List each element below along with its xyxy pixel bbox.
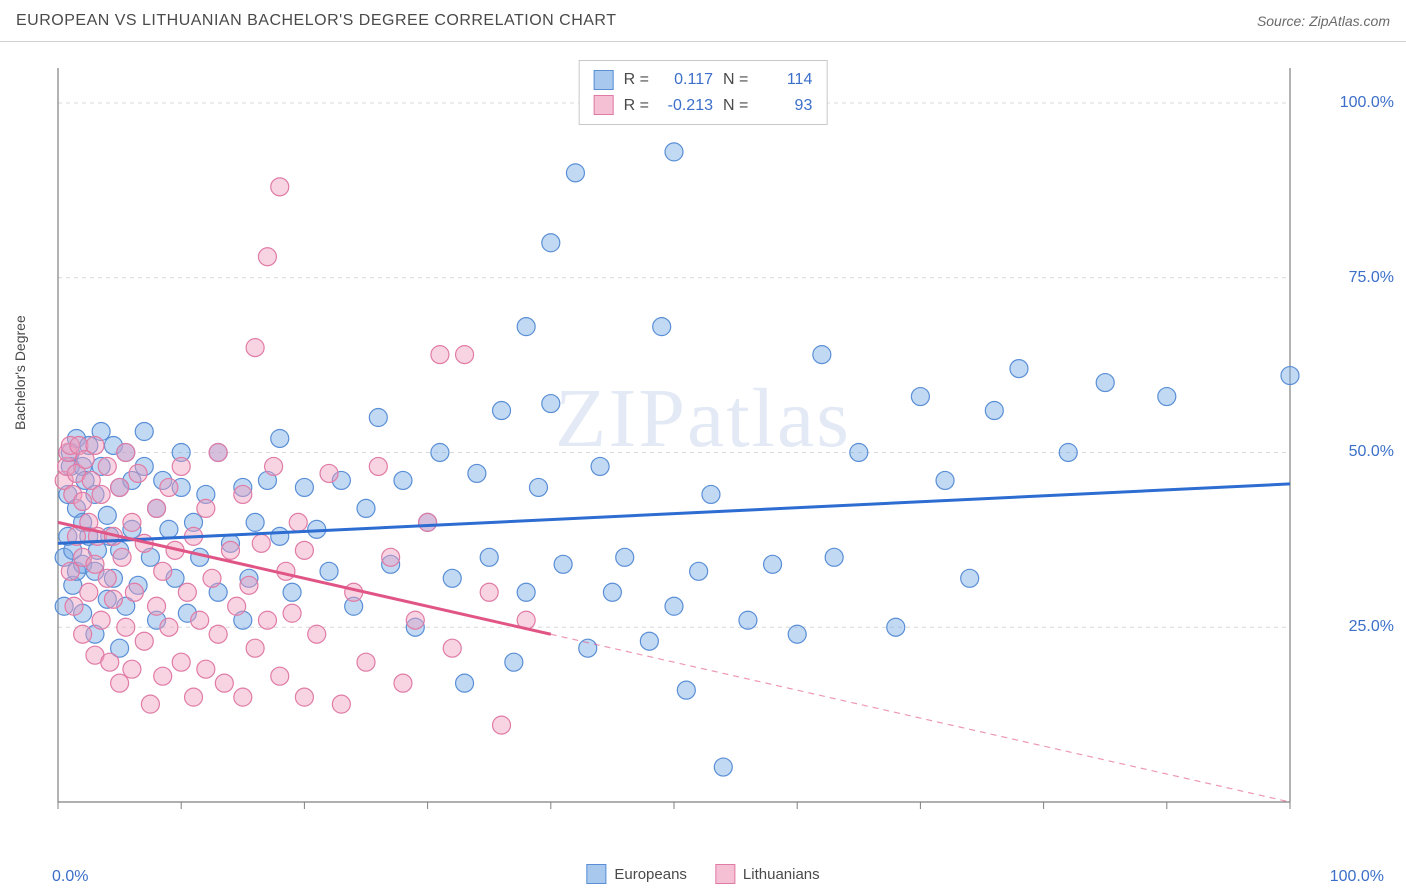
chart-source: Source: ZipAtlas.com [1257, 13, 1390, 29]
swatch-lithuanians [594, 95, 614, 115]
y-tick-label: 75.0% [1349, 269, 1394, 287]
swatch-europeans [594, 70, 614, 90]
y-axis-label: Bachelor's Degree [12, 315, 28, 430]
chart-header: EUROPEAN VS LITHUANIAN BACHELOR'S DEGREE… [0, 0, 1406, 42]
swatch-europeans [586, 864, 606, 884]
legend-item-lithuanians: Lithuanians [715, 864, 820, 884]
correlation-stats-box: R = 0.117 N = 114 R = -0.213 N = 93 [579, 60, 828, 125]
bottom-legend: Europeans Lithuanians [586, 864, 819, 884]
x-tick-max: 100.0% [1330, 868, 1384, 886]
stats-row-europeans: R = 0.117 N = 114 [594, 67, 813, 93]
scatter-plot [50, 60, 1360, 830]
plot-svg [50, 60, 1360, 830]
y-tick-label: 50.0% [1349, 443, 1394, 461]
stats-row-lithuanians: R = -0.213 N = 93 [594, 93, 813, 119]
y-tick-label: 100.0% [1340, 94, 1394, 112]
x-tick-min: 0.0% [52, 868, 88, 886]
chart-title: EUROPEAN VS LITHUANIAN BACHELOR'S DEGREE… [16, 12, 616, 30]
swatch-lithuanians [715, 864, 735, 884]
legend-item-europeans: Europeans [586, 864, 687, 884]
y-tick-label: 25.0% [1349, 618, 1394, 636]
